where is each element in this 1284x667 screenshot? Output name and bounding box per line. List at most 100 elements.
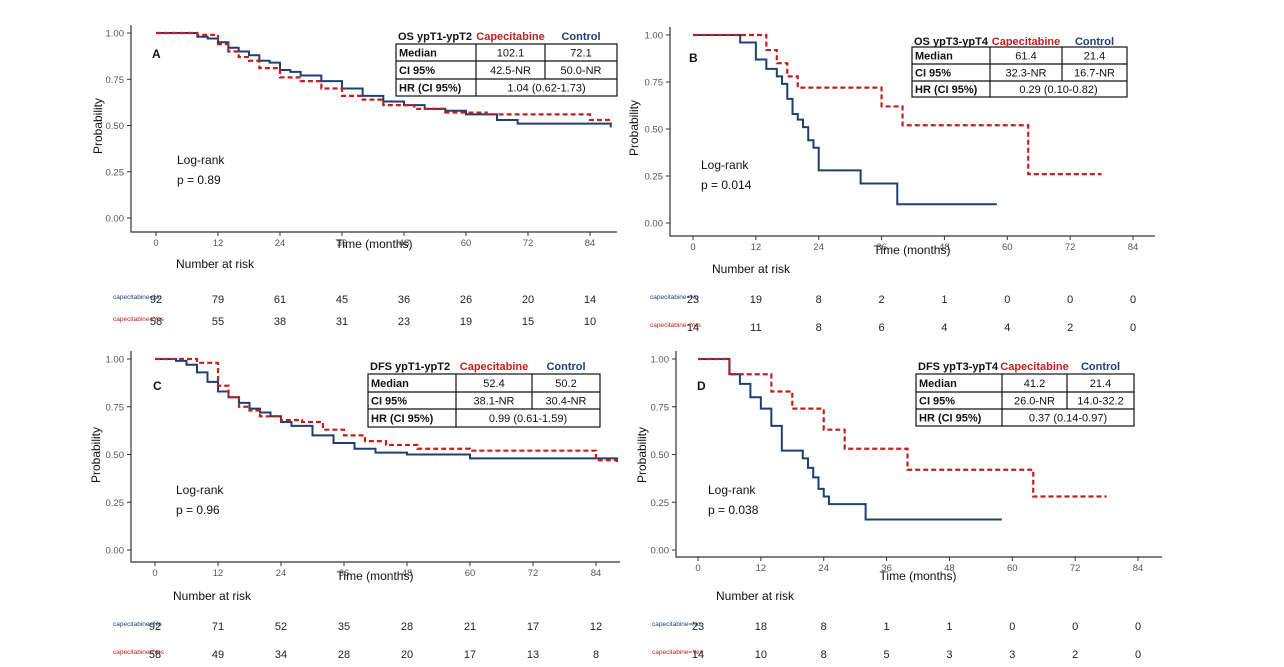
- strata-label-yes: capecitabine=Yes: [113, 316, 165, 323]
- y-tick-label: 0.75: [651, 402, 670, 413]
- risk-count: 19: [750, 294, 762, 306]
- x-tick-label: 72: [523, 238, 534, 249]
- x-tick-label: 12: [213, 568, 224, 579]
- table-hr-label: HR (CI 95%): [919, 413, 982, 425]
- table-ci-label: CI 95%: [919, 396, 955, 408]
- y-axis-label: Probability: [89, 427, 103, 483]
- panel-label: B: [689, 51, 698, 65]
- table-title: OS ypT3-ypT4: [914, 36, 989, 48]
- x-axis-label: Time (months): [336, 237, 413, 251]
- x-tick-label: 84: [585, 238, 596, 249]
- risk-count: 2: [1067, 322, 1073, 334]
- axis-lines: [130, 25, 617, 233]
- x-tick-label: 12: [756, 563, 767, 574]
- risk-count: 8: [821, 621, 827, 633]
- risk-count: 14: [687, 322, 699, 334]
- y-tick-label: 0.50: [651, 450, 670, 461]
- table-ci-control: 50.0-NR: [561, 65, 602, 77]
- risk-count: 71: [212, 621, 224, 633]
- risk-count: 6: [879, 322, 885, 334]
- y-tick-label: 0.00: [106, 546, 125, 557]
- y-tick-label: 0.75: [106, 75, 125, 86]
- risk-count: 8: [816, 322, 822, 334]
- x-tick-label: 12: [213, 238, 224, 249]
- logrank-label: Log-rank: [701, 158, 749, 172]
- table-header-control: Control: [1081, 361, 1120, 373]
- table-header-capecitabine: Capecitabine: [992, 36, 1060, 48]
- y-tick-label: 0.25: [106, 498, 125, 509]
- table-median-label: Median: [399, 48, 437, 60]
- table-median-control: 21.4: [1084, 51, 1105, 63]
- km-curve-capecitabine-no: [155, 358, 618, 461]
- risk-count: 92: [149, 621, 161, 633]
- risk-count: 55: [212, 316, 224, 328]
- risk-table-title: Number at risk: [176, 257, 255, 271]
- y-tick-label: 0.25: [106, 167, 125, 178]
- risk-count: 0: [1072, 621, 1078, 633]
- risk-count: 3: [946, 649, 952, 661]
- x-tick-label: 60: [1002, 242, 1013, 253]
- p-value: p = 0.89: [177, 173, 221, 187]
- x-tick-label: 72: [1065, 242, 1076, 253]
- risk-table-title: Number at risk: [712, 262, 791, 276]
- y-tick-label: 1.00: [651, 355, 670, 366]
- risk-count: 15: [522, 316, 534, 328]
- risk-count: 23: [692, 621, 704, 633]
- km-curve-capecitabine-no: [156, 32, 612, 128]
- y-tick-label: 1.00: [106, 29, 125, 40]
- x-tick-label: 24: [813, 242, 824, 253]
- x-tick-label: 12: [751, 242, 762, 253]
- table-frame: [911, 46, 1128, 98]
- x-tick-label: 24: [276, 568, 287, 579]
- risk-count: 8: [821, 649, 827, 661]
- risk-count: 1: [884, 621, 890, 633]
- risk-count: 0: [1135, 649, 1141, 661]
- risk-count: 10: [584, 316, 596, 328]
- panel-a: 0.00 0.25 0.50 0.75 1.00 0 12 24 36 48 60 72 84 Time …: [91, 25, 618, 328]
- strata-label-no: capecitabine=No: [652, 621, 701, 628]
- table-ci-label: CI 95%: [915, 68, 951, 80]
- risk-count: 0: [1130, 294, 1136, 306]
- table-hr-value: 0.99 (0.61-1.59): [489, 413, 567, 425]
- strata-label-yes: capecitabine=Yes: [650, 322, 702, 329]
- x-tick-label: 48: [944, 563, 955, 574]
- risk-count: 38: [274, 316, 286, 328]
- x-tick-label: 24: [275, 238, 286, 249]
- table-ci-capecitabine: 38.1-NR: [474, 396, 515, 408]
- x-tick-label: 72: [528, 568, 539, 579]
- risk-count: 28: [338, 649, 350, 661]
- summary-table: OS ypT3-ypT4 Capecitabine Control Median 61.…: [911, 36, 1128, 98]
- strata-label-no: capecitabine=No: [113, 621, 162, 628]
- table-median-label: Median: [915, 51, 953, 63]
- table-median-label: Median: [919, 378, 957, 390]
- table-header-control: Control: [561, 31, 600, 43]
- strata-label-yes: capecitabine=Yes: [652, 649, 704, 656]
- panel-d: 0.000.250.500.751.000 12 24 36 48 60 72 84Time …: [635, 351, 1162, 661]
- table-hr-value: 0.37 (0.14-0.97): [1029, 413, 1107, 425]
- risk-count: 4: [1004, 322, 1010, 334]
- risk-count: 58: [150, 316, 162, 328]
- km-curve-capecitabine-yes: [693, 33, 1102, 176]
- risk-count: 35: [338, 621, 350, 633]
- risk-count: 0: [1135, 621, 1141, 633]
- risk-count: 0: [1004, 294, 1010, 306]
- km-curve-capecitabine-yes: [698, 357, 1107, 498]
- table-header-capecitabine: Capecitabine: [1000, 361, 1068, 373]
- y-tick-label: 0.00: [651, 546, 670, 557]
- table-hr-label: HR (CI 95%): [399, 83, 462, 95]
- risk-count: 45: [336, 294, 348, 306]
- risk-count: 36: [398, 294, 410, 306]
- p-value: p = 0.038: [708, 503, 759, 517]
- x-tick-label: 48: [402, 568, 413, 579]
- x-tick-label: 36: [881, 563, 892, 574]
- y-tick-label: 0.50: [106, 450, 125, 461]
- table-ci-capecitabine: 42.5-NR: [490, 65, 531, 77]
- table-ci-capecitabine: 26.0-NR: [1014, 396, 1055, 408]
- table-median-control: 50.2: [555, 378, 576, 390]
- x-tick-label: 72: [1070, 563, 1081, 574]
- risk-count: 8: [816, 294, 822, 306]
- risk-count: 18: [755, 621, 767, 633]
- table-header-control: Control: [1075, 36, 1114, 48]
- table-ci-control: 30.4-NR: [546, 396, 587, 408]
